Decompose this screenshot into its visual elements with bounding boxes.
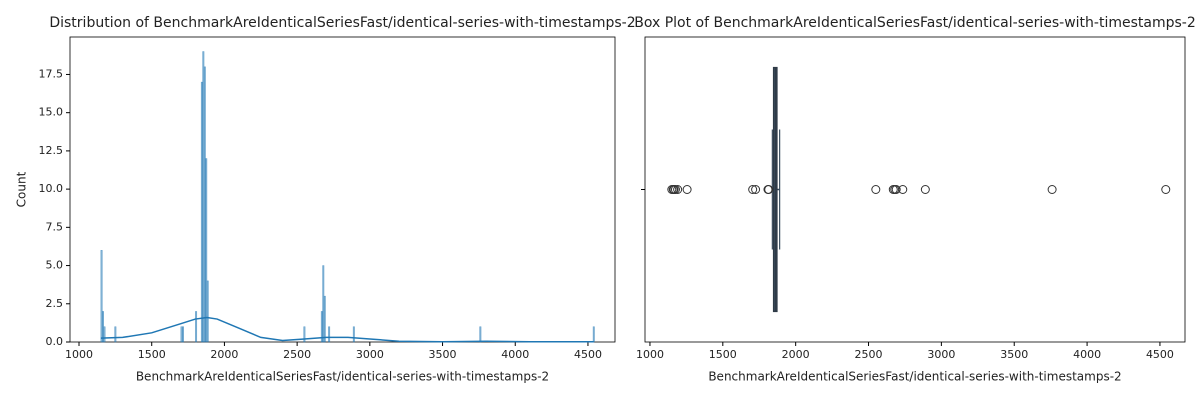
outlier [764, 185, 774, 194]
y-tick-label: 0.0 [46, 335, 64, 348]
outlier [1161, 185, 1171, 194]
y-tick-label: 10.0 [39, 182, 64, 195]
histogram-bar [206, 280, 209, 343]
histogram-bar [103, 326, 106, 343]
outlier [920, 185, 930, 194]
axes-frame [644, 36, 1186, 343]
chart-title: Distribution of BenchmarkAreIdenticalSer… [49, 15, 635, 31]
x-tick-label: 1000 [65, 348, 93, 361]
x-tick-label: 4500 [1146, 348, 1174, 361]
y-tick-label: 7.5 [46, 220, 64, 233]
outlier [748, 185, 758, 194]
x-tick-label: 1000 [636, 348, 664, 361]
x-tick-label: 2500 [283, 348, 311, 361]
x-tick-label: 3500 [429, 348, 457, 361]
x-tick-label: 1500 [138, 348, 166, 361]
histogram-bar [352, 326, 355, 343]
x-tick-label: 1500 [709, 348, 737, 361]
y-tick-label: 12.5 [39, 144, 64, 157]
outlier [1047, 185, 1057, 194]
y-tick-label: 17.5 [39, 67, 64, 80]
x-tick-label: 2000 [210, 348, 238, 361]
x-tick-label: 4000 [1073, 348, 1101, 361]
chart-title: Box Plot of BenchmarkAreIdenticalSeriesF… [634, 15, 1195, 31]
kde-line [100, 316, 594, 343]
x-tick-label: 3000 [356, 348, 384, 361]
outlier [670, 185, 680, 194]
outlier [898, 185, 908, 194]
outlier [891, 185, 901, 194]
x-tick-label: 2500 [855, 348, 883, 361]
histogram-bar [205, 158, 208, 343]
outlier [682, 185, 692, 194]
y-tick-label: 15.0 [39, 106, 64, 119]
y-tick-label: 5.0 [46, 259, 64, 272]
histogram-bar [182, 326, 184, 343]
outlier [751, 185, 761, 194]
histogram-bar [323, 295, 326, 343]
histogram-bar [592, 326, 595, 343]
x-tick-label: 4500 [574, 348, 602, 361]
histogram-bar [114, 326, 117, 343]
histogram-bar [303, 326, 306, 343]
x-tick-label: 2000 [782, 348, 810, 361]
histogram-bar [100, 250, 103, 343]
x-axis-label: BenchmarkAreIdenticalSeriesFast/identica… [136, 370, 549, 384]
outlier [673, 185, 683, 194]
histogram-bar [328, 326, 331, 343]
x-tick-label: 4000 [501, 348, 529, 361]
histogram-bar [195, 311, 198, 343]
x-tick-label: 3000 [927, 348, 955, 361]
x-axis-label: BenchmarkAreIdenticalSeriesFast/identica… [708, 370, 1121, 384]
outlier [871, 185, 881, 194]
axes-frame [69, 36, 616, 343]
histogram-bar [479, 326, 482, 343]
y-tick-label: 2.5 [46, 297, 64, 310]
x-tick-label: 3500 [1000, 348, 1028, 361]
y-axis-label: Count [15, 171, 29, 207]
